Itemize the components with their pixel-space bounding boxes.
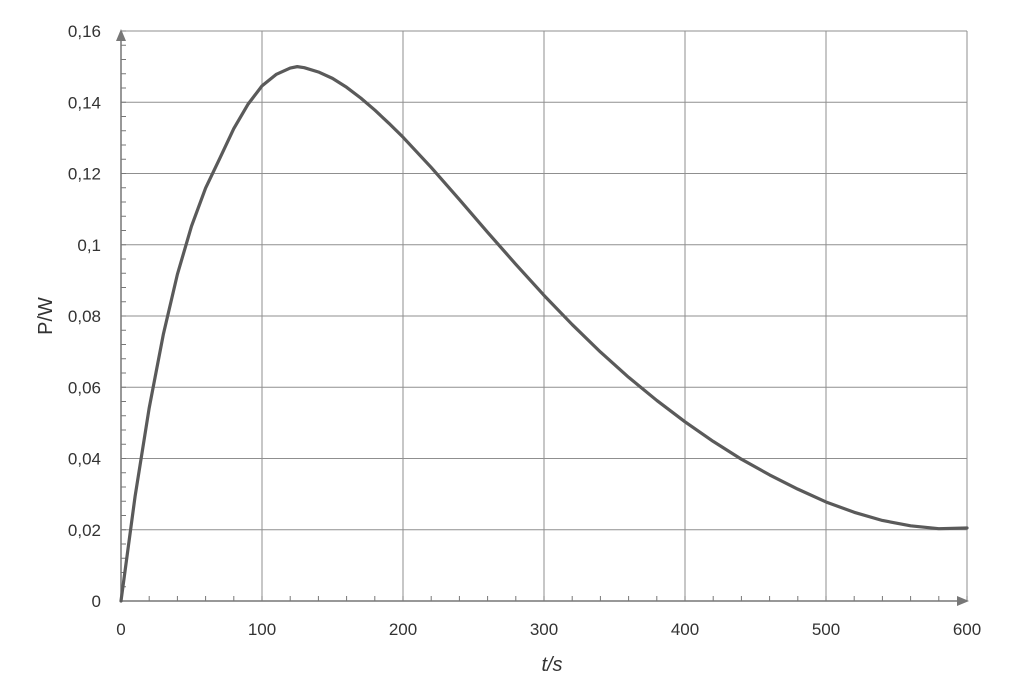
x-axis-arrow [957,596,969,606]
y-axis-title: P/W [35,297,57,335]
x-tick-label: 0 [116,620,125,639]
y-axis-arrow [116,29,126,41]
axes [116,29,969,606]
x-tick-label: 100 [248,620,276,639]
y-tick-label: 0,1 [77,236,101,255]
minor-ticks [120,30,968,602]
series [119,65,969,603]
y-tick-label: 0,04 [68,450,101,469]
y-tick-label: 0,02 [68,521,101,540]
y-tick-label: 0,06 [68,378,101,397]
x-axis-title: t/s [541,654,562,676]
series-line [119,65,969,603]
x-tick-label: 400 [671,620,699,639]
y-tick-label: 0 [92,592,101,611]
y-tick-label: 0,12 [68,165,101,184]
x-tick-label: 500 [812,620,840,639]
x-tick-label: 600 [953,620,981,639]
y-tick-label: 0,08 [68,307,101,326]
grid [121,30,968,601]
y-tick-label: 0,14 [68,93,101,112]
tick-labels: 0 100 200 300 400 500 600 0 0,02 0,04 0,06 0,08 0,1 0… [68,22,981,639]
x-tick-label: 200 [389,620,417,639]
x-tick-label: 300 [530,620,558,639]
y-tick-label: 0,16 [68,22,101,41]
